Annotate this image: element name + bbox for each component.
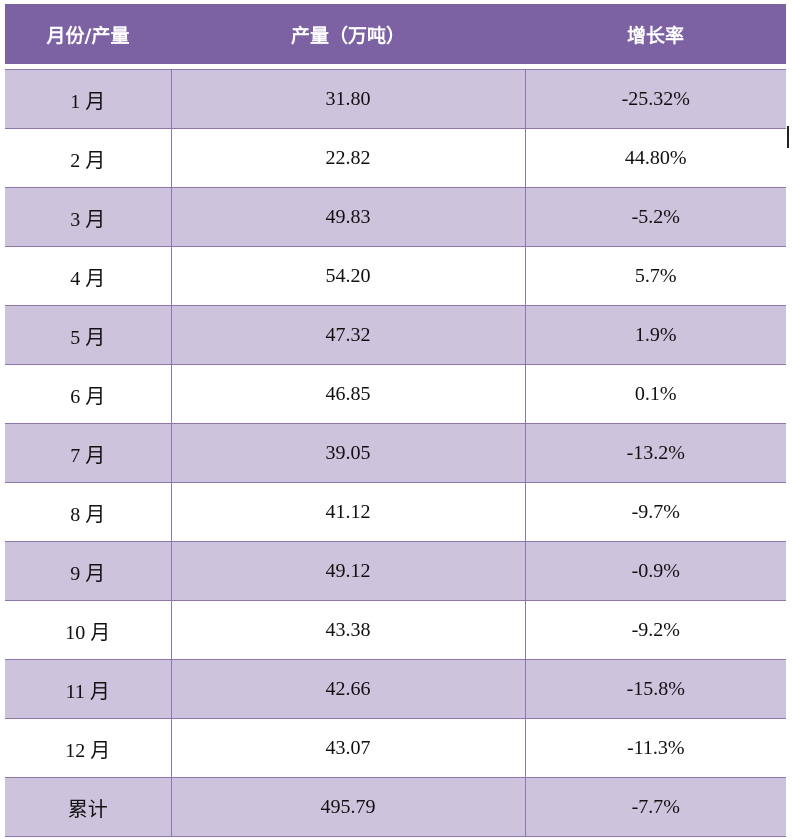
output-cell: 39.05 bbox=[170, 423, 525, 483]
table-row: 7 月 39.05 -13.2% bbox=[5, 423, 786, 483]
output-cell: 43.07 bbox=[170, 718, 525, 778]
output-cell: 43.38 bbox=[170, 600, 525, 660]
month-cell: 5 月 bbox=[5, 305, 171, 365]
output-cell: 22.82 bbox=[170, 128, 525, 188]
header-row: 月份/产量 产量（万吨） 增长率 bbox=[5, 4, 786, 64]
output-cell: 42.66 bbox=[170, 659, 525, 719]
table-row: 5 月 47.32 1.9% bbox=[5, 305, 786, 365]
growth-cell: -9.7% bbox=[524, 482, 786, 542]
table-row: 8 月 41.12 -9.7% bbox=[5, 482, 786, 542]
month-cell: 1 月 bbox=[5, 69, 171, 129]
month-cell: 9 月 bbox=[5, 541, 171, 601]
month-cell: 4 月 bbox=[5, 246, 171, 306]
output-cell: 47.32 bbox=[170, 305, 525, 365]
table-row: 9 月 49.12 -0.9% bbox=[5, 541, 786, 601]
table-row: 4 月 54.20 5.7% bbox=[5, 246, 786, 306]
growth-cell: -15.8% bbox=[524, 659, 786, 719]
header-gap bbox=[5, 64, 786, 70]
growth-cell: -0.9% bbox=[524, 541, 786, 601]
month-cell: 12 月 bbox=[5, 718, 171, 778]
table-row: 3 月 49.83 -5.2% bbox=[5, 187, 786, 247]
output-cell: 31.80 bbox=[170, 69, 525, 129]
growth-cell: -9.2% bbox=[524, 600, 786, 660]
month-cell: 11 月 bbox=[5, 659, 171, 719]
output-cell: 41.12 bbox=[170, 482, 525, 542]
header-output: 产量（万吨） bbox=[290, 24, 405, 47]
table-row: 12 月 43.07 -11.3% bbox=[5, 718, 786, 778]
growth-cell: -13.2% bbox=[524, 423, 786, 483]
table-header: 月份/产量 产量（万吨） 增长率 bbox=[5, 4, 786, 64]
month-cell: 6 月 bbox=[5, 364, 171, 424]
growth-cell: 1.9% bbox=[524, 305, 786, 365]
month-cell: 7 月 bbox=[5, 423, 171, 483]
table-body: 1 月 31.80 -25.32% 2 月 22.82 44.80% 3 月 4… bbox=[5, 69, 786, 837]
growth-cell: -11.3% bbox=[524, 718, 786, 778]
month-cell: 8 月 bbox=[5, 482, 171, 542]
growth-cell: -25.32% bbox=[524, 69, 786, 129]
output-cell: 49.12 bbox=[170, 541, 525, 601]
header-month: 月份/产量 bbox=[46, 24, 130, 47]
total-output-cell: 495.79 bbox=[170, 777, 525, 837]
output-cell: 49.83 bbox=[170, 187, 525, 247]
header-growth: 增长率 bbox=[626, 24, 684, 47]
growth-cell: 44.80% bbox=[524, 128, 786, 188]
total-growth-cell: -7.7% bbox=[524, 777, 786, 837]
month-cell: 3 月 bbox=[5, 187, 171, 247]
table-row-total: 累计 495.79 -7.7% bbox=[5, 777, 786, 837]
growth-cell: -5.2% bbox=[524, 187, 786, 247]
total-label-cell: 累计 bbox=[5, 777, 171, 837]
production-table-container: 月份/产量 产量（万吨） 增长率 1 月 31.80 -25.32% 2 月 2… bbox=[5, 4, 786, 837]
monthly-production-table: 月份/产量 产量（万吨） 增长率 1 月 31.80 -25.32% 2 月 2… bbox=[5, 4, 786, 837]
growth-cell: 0.1% bbox=[524, 364, 786, 424]
table-row: 6 月 46.85 0.1% bbox=[5, 364, 786, 424]
table-row: 10 月 43.38 -9.2% bbox=[5, 600, 786, 660]
month-cell: 2 月 bbox=[5, 128, 171, 188]
output-cell: 54.20 bbox=[170, 246, 525, 306]
output-cell: 46.85 bbox=[170, 364, 525, 424]
month-cell: 10 月 bbox=[5, 600, 171, 660]
growth-cell: 5.7% bbox=[524, 246, 786, 306]
table-row: 2 月 22.82 44.80% bbox=[5, 128, 786, 188]
table-row: 11 月 42.66 -15.8% bbox=[5, 659, 786, 719]
text-cursor bbox=[787, 126, 789, 148]
table-row: 1 月 31.80 -25.32% bbox=[5, 69, 786, 129]
